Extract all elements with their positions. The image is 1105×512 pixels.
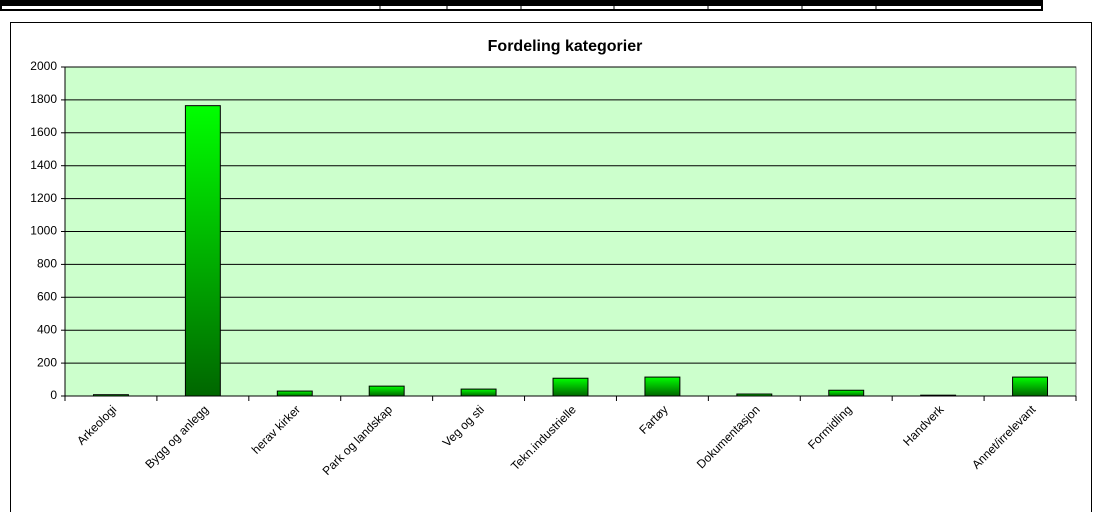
table-strip <box>0 0 1043 11</box>
y-tick-label: 800 <box>37 257 57 271</box>
y-tick-label: 400 <box>37 322 57 336</box>
chart-title: Fordeling kategorier <box>488 38 643 55</box>
bar <box>368 385 405 397</box>
bar <box>736 393 773 397</box>
bar <box>552 377 589 397</box>
bar <box>460 388 497 397</box>
bar <box>828 389 865 397</box>
bar <box>920 394 957 397</box>
bar <box>184 105 221 397</box>
bar <box>92 394 129 397</box>
y-tick-label: 600 <box>37 289 57 303</box>
y-tick-label: 1800 <box>30 92 57 106</box>
y-tick-label: 200 <box>37 355 57 369</box>
y-tick-label: 1000 <box>30 224 57 238</box>
bar <box>276 390 313 397</box>
y-tick-label: 1600 <box>30 125 57 139</box>
bar <box>1012 376 1049 397</box>
y-tick-label: 1200 <box>30 191 57 205</box>
y-tick-label: 0 <box>50 388 57 402</box>
y-tick-label: 2000 <box>30 59 57 73</box>
y-tick-label: 1400 <box>30 158 57 172</box>
bar <box>644 376 681 397</box>
